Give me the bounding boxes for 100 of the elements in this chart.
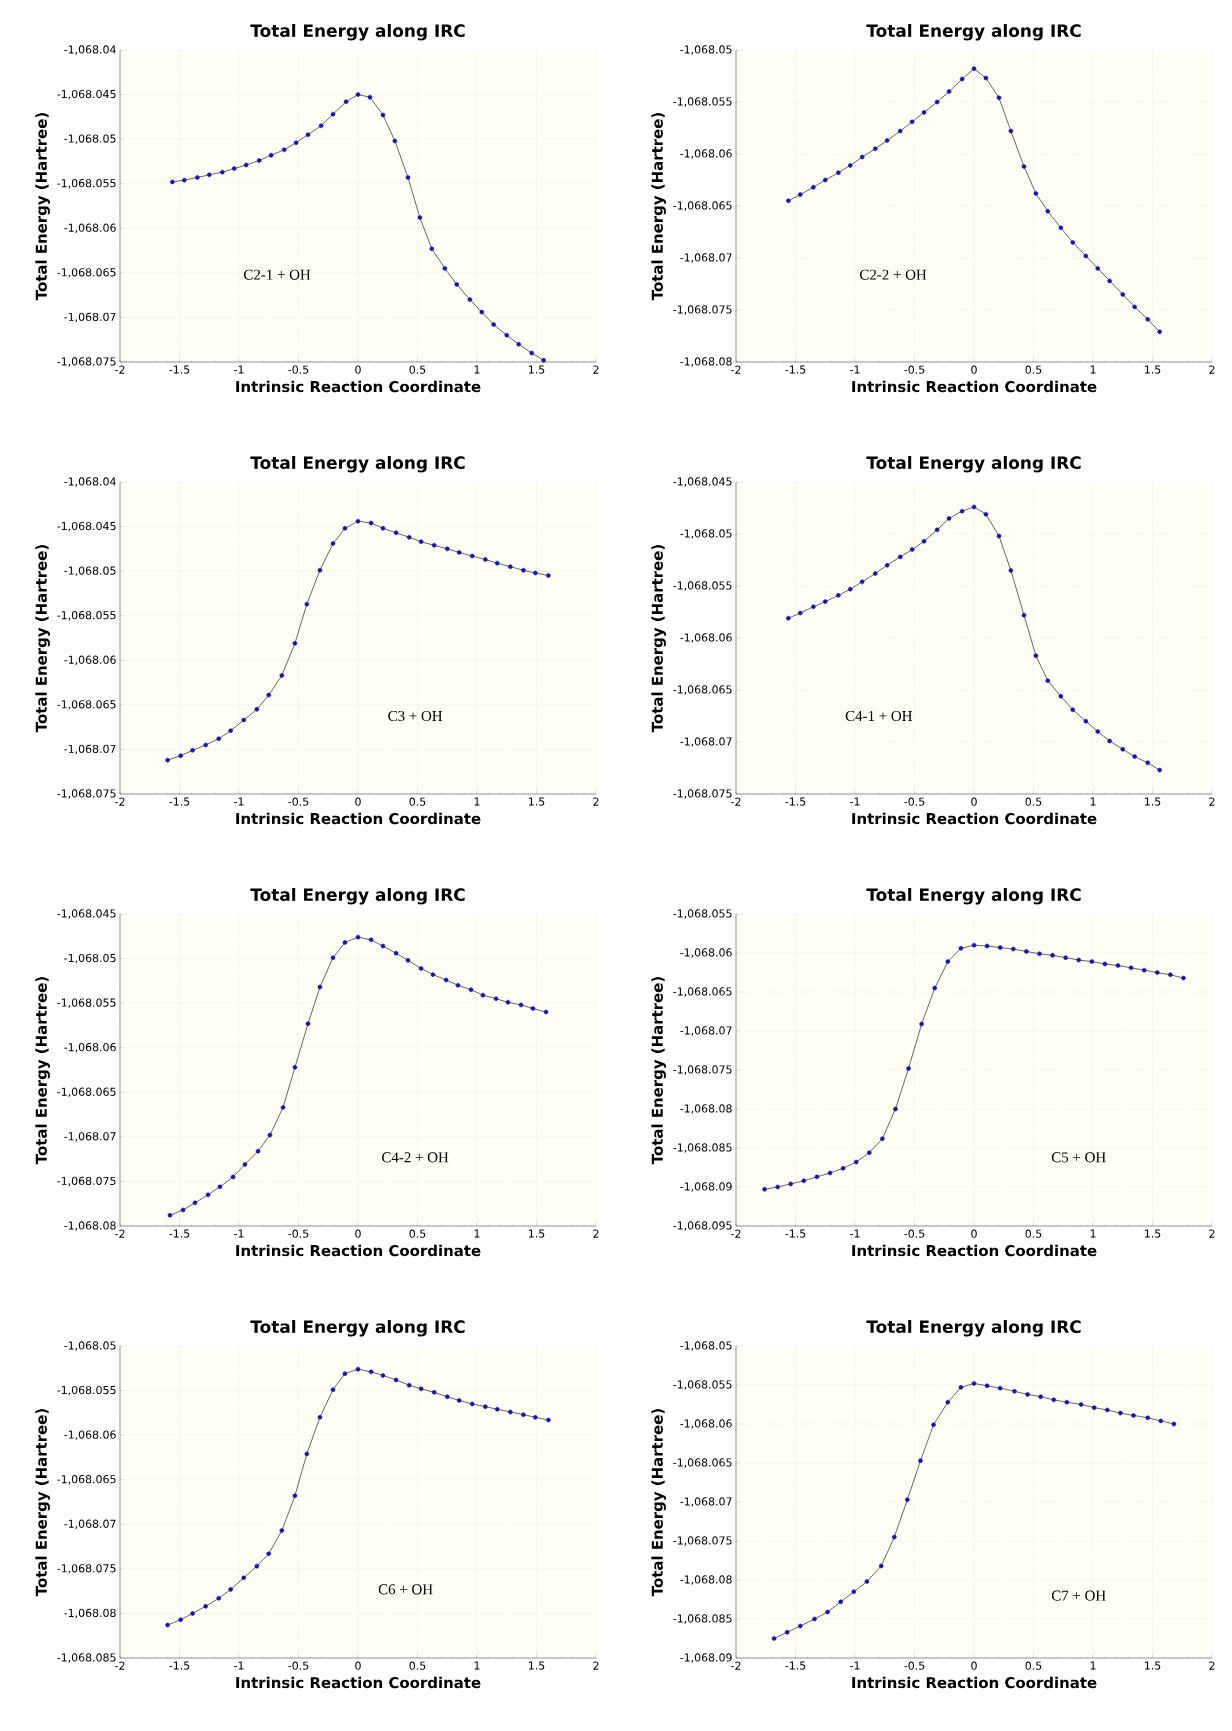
x-tick-label: -1 <box>234 1661 244 1670</box>
point <box>847 163 853 168</box>
point <box>431 1390 437 1395</box>
point <box>380 526 386 531</box>
point <box>380 1373 386 1378</box>
point <box>330 111 336 117</box>
annotation: C6 + OH <box>378 1584 433 1595</box>
point <box>483 1404 488 1409</box>
x-tick-label: -1 <box>850 365 860 374</box>
x-tick-label: 0.5 <box>409 1229 426 1238</box>
y-tick-label: -1,068.085 <box>57 1653 116 1663</box>
point <box>996 533 1002 539</box>
point <box>406 534 412 540</box>
point <box>822 177 828 183</box>
point <box>822 599 828 604</box>
point <box>304 1451 310 1457</box>
point <box>491 322 496 327</box>
x-tick-label: 1.5 <box>528 365 545 374</box>
point <box>330 1387 336 1392</box>
x-tick-label: 2 <box>1209 365 1215 374</box>
point <box>405 958 411 963</box>
x-tick-label: -1 <box>234 365 244 374</box>
point <box>430 972 436 977</box>
point <box>1091 1405 1097 1410</box>
x-tick-label: 1.5 <box>528 1229 545 1238</box>
point <box>418 1386 424 1392</box>
point <box>1008 128 1014 134</box>
point <box>468 987 474 993</box>
chart-title: Total Energy along IRC <box>866 1319 1081 1337</box>
point <box>786 615 791 621</box>
point <box>293 140 299 146</box>
point <box>1131 1413 1136 1418</box>
point <box>1012 1388 1017 1394</box>
point <box>443 977 449 983</box>
y-tick-label: -1,068.08 <box>680 357 732 367</box>
point <box>897 554 903 560</box>
point <box>1058 693 1064 699</box>
point <box>893 1106 898 1112</box>
point <box>469 553 475 559</box>
point <box>546 1417 551 1423</box>
x-tick-label: 1.5 <box>1145 365 1161 374</box>
x-tick-label: -2 <box>115 1229 125 1238</box>
y-tick-label: -1,068.06 <box>64 1043 116 1053</box>
x-axis-title: Intrinsic Reaction Coordinate <box>236 812 481 825</box>
point <box>1089 959 1095 964</box>
point <box>467 297 473 302</box>
y-tick-label: -1,068.075 <box>57 357 116 367</box>
point <box>343 99 349 104</box>
point <box>267 1132 273 1138</box>
point <box>216 1595 222 1601</box>
y-tick-label: -1,068.08 <box>680 1575 732 1585</box>
point <box>1095 729 1101 734</box>
y-tick-label: -1,068.055 <box>673 97 732 107</box>
point <box>1154 970 1160 975</box>
point <box>1104 1407 1110 1413</box>
x-axis-title: Intrinsic Reaction Coordinate <box>236 1676 481 1689</box>
point <box>1168 972 1173 978</box>
point <box>444 1394 450 1400</box>
point <box>1033 653 1039 658</box>
point <box>847 586 853 592</box>
point <box>1045 208 1051 214</box>
y-tick-label: -1,068.085 <box>673 1143 732 1153</box>
x-tick-label: 2 <box>1209 1229 1215 1238</box>
point <box>812 1616 817 1622</box>
point <box>1008 568 1014 573</box>
point <box>1051 1397 1057 1403</box>
point <box>393 530 399 536</box>
point <box>1120 292 1126 297</box>
point <box>945 959 951 964</box>
point <box>480 992 486 998</box>
point <box>1083 718 1089 724</box>
point <box>814 1174 820 1180</box>
point <box>1050 953 1055 958</box>
point <box>330 541 336 546</box>
point <box>897 128 903 134</box>
point <box>279 1528 285 1533</box>
point <box>521 1412 526 1417</box>
y-tick-label: -1,068.07 <box>680 1026 732 1036</box>
point <box>797 192 803 197</box>
annotation: C5 + OH <box>1051 1152 1106 1163</box>
y-tick-label: -1,068.065 <box>673 1458 732 1468</box>
point <box>355 518 361 524</box>
x-tick-label: -2 <box>731 797 741 806</box>
x-tick-label: -0.5 <box>904 797 925 806</box>
point <box>242 1162 248 1167</box>
x-tick-label: -1.5 <box>785 365 806 374</box>
x-tick-label: 0.5 <box>1025 1661 1042 1670</box>
point <box>934 99 940 105</box>
y-tick-label: -1,068.065 <box>57 268 116 278</box>
point <box>891 1534 897 1540</box>
point <box>241 1575 247 1581</box>
point <box>811 184 816 190</box>
point <box>1076 957 1082 963</box>
point <box>167 1213 173 1218</box>
x-axis-title: Intrinsic Reaction Coordinate <box>852 1676 1097 1689</box>
x-tick-label: 1 <box>1090 797 1096 806</box>
point <box>1025 1392 1030 1397</box>
y-axis-title: Total Energy (Hartree) <box>651 977 666 1165</box>
point <box>1145 317 1151 322</box>
point <box>530 1006 536 1011</box>
